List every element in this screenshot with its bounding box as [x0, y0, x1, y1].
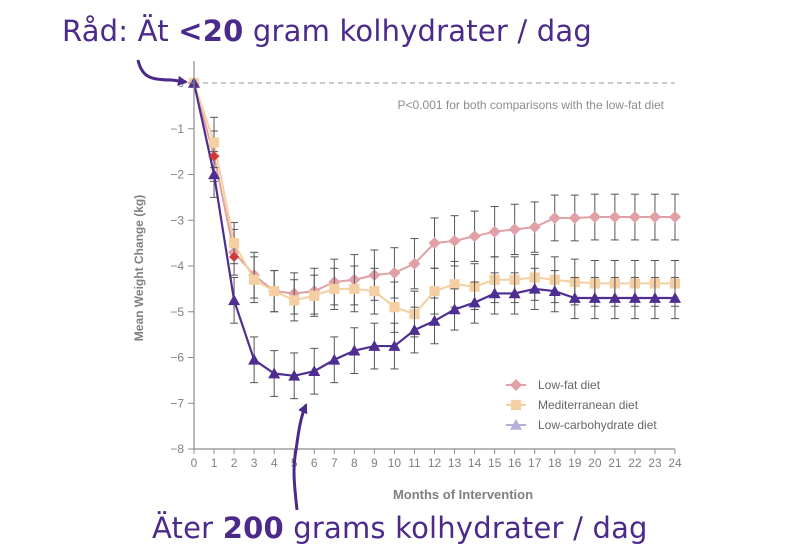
early-point-highlight	[209, 151, 220, 162]
data-point-low-fat	[408, 257, 421, 270]
x-tick-label: 14	[468, 456, 482, 470]
data-point-mediterranean	[429, 286, 440, 297]
data-point-low-fat	[428, 237, 441, 250]
data-point-low-carb	[528, 282, 541, 294]
data-point-low-carb	[588, 292, 601, 303]
data-point-low-fat	[448, 234, 461, 247]
data-point-mediterranean	[269, 286, 280, 297]
data-point-low-fat	[588, 211, 601, 224]
top-annotation-arrow	[136, 59, 188, 86]
x-tick-label: 13	[448, 456, 462, 470]
data-point-mediterranean	[289, 295, 300, 306]
data-point-low-fat	[669, 211, 681, 224]
x-tick-label: 0	[191, 456, 198, 470]
early-emphasis	[209, 151, 240, 262]
data-point-mediterranean	[228, 238, 240, 249]
y-tick-label: −4	[170, 259, 184, 273]
data-point-low-carb	[669, 292, 681, 303]
y-tick-label: −6	[170, 351, 184, 365]
data-point-low-fat	[548, 211, 561, 224]
x-tick-label: 3	[251, 456, 258, 470]
x-tick-label: 6	[311, 456, 318, 470]
y-tick-label: −7	[170, 396, 184, 410]
data-point-low-carb	[448, 303, 461, 315]
data-point-low-carb	[408, 324, 421, 335]
data-point-low-fat	[388, 266, 401, 279]
data-point-mediterranean	[369, 286, 380, 297]
data-point-low-carb	[228, 294, 241, 306]
data-point-low-fat	[648, 211, 661, 224]
data-point-low-fat	[568, 211, 581, 224]
data-point-low-carb	[308, 365, 321, 377]
x-tick-label: 2	[231, 456, 238, 470]
x-tick-label: 21	[608, 456, 622, 470]
data-point-low-carb	[388, 340, 401, 351]
data-point-mediterranean	[449, 279, 460, 290]
data-point-low-carb	[348, 344, 361, 356]
data-point-low-carb	[468, 296, 481, 308]
x-tick-label: 19	[568, 456, 582, 470]
x-tick-label: 24	[668, 456, 682, 470]
x-tick-label: 8	[351, 456, 358, 470]
y-tick-label: −8	[170, 442, 184, 456]
data-point-low-carb	[208, 168, 221, 180]
data-point-mediterranean	[349, 283, 360, 294]
data-point-low-fat	[528, 221, 541, 234]
x-tick-label: 17	[528, 456, 542, 470]
data-point-low-carb	[548, 285, 561, 296]
data-point-low-carb	[568, 292, 581, 303]
bottom-annotation-arrow	[292, 403, 308, 511]
data-point-low-carb	[608, 292, 621, 303]
x-tick-label: 7	[331, 456, 338, 470]
early-point-highlight	[229, 251, 240, 262]
x-tick-label: 22	[628, 456, 642, 470]
x-tick-label: 1	[211, 456, 218, 470]
data-point-mediterranean	[329, 283, 340, 294]
y-tick-label: −5	[170, 305, 184, 319]
data-point-low-carb	[628, 292, 641, 303]
data-point-low-fat	[608, 211, 621, 224]
x-axis-label: Months of Intervention	[393, 487, 533, 502]
y-axis-label: Mean Weight Change (kg)	[132, 195, 146, 341]
legend: Low-fat diet Mediterranean diet Low-carboh…	[506, 378, 657, 432]
series-low-carb	[188, 77, 681, 400]
bottom-annotation: Äter 200 grams kolhydrater / dag	[152, 511, 648, 545]
data-point-low-fat	[468, 230, 481, 243]
x-tick-label: 9	[371, 456, 378, 470]
x-tick-label: 12	[428, 456, 442, 470]
x-tick-label: 20	[588, 456, 602, 470]
top-annotation: Råd: Ät <20 gram kolhydrater / dag	[62, 14, 592, 48]
data-point-low-carb	[648, 292, 661, 303]
significance-annotation: P<0.001 for both comparisons with the lo…	[398, 98, 665, 112]
data-point-low-fat	[508, 223, 521, 236]
legend-label-low-fat: Low-fat diet	[538, 378, 601, 392]
data-point-mediterranean	[249, 274, 260, 285]
data-point-mediterranean	[389, 302, 400, 313]
y-tick-label: −2	[170, 168, 184, 182]
x-tick-label: 16	[508, 456, 522, 470]
y-tick-label: −3	[170, 213, 184, 227]
x-tick-label: 18	[548, 456, 562, 470]
data-point-low-carb	[248, 353, 261, 365]
x-tick-label: 11	[408, 456, 421, 470]
data-point-mediterranean	[309, 290, 320, 301]
legend-label-mediterranean: Mediterranean diet	[538, 398, 639, 412]
x-tick-label: 15	[488, 456, 502, 470]
legend-label-low-carb: Low-carbohydrate diet	[538, 418, 657, 432]
data-point-low-carb	[368, 340, 381, 351]
data-point-low-fat	[488, 225, 501, 238]
y-tick-label: −1	[170, 122, 184, 136]
x-tick-label: 4	[271, 456, 278, 470]
data-point-low-fat	[628, 211, 641, 224]
x-tick-label: 23	[648, 456, 662, 470]
data-point-low-carb	[488, 287, 501, 299]
data-point-low-carb	[328, 353, 341, 365]
data-point-low-carb	[268, 367, 281, 379]
x-tick-label: 10	[388, 456, 402, 470]
data-point-low-carb	[508, 287, 521, 299]
data-point-mediterranean	[208, 137, 220, 148]
data-point-low-carb	[428, 314, 441, 326]
data-point-low-carb	[288, 369, 301, 381]
